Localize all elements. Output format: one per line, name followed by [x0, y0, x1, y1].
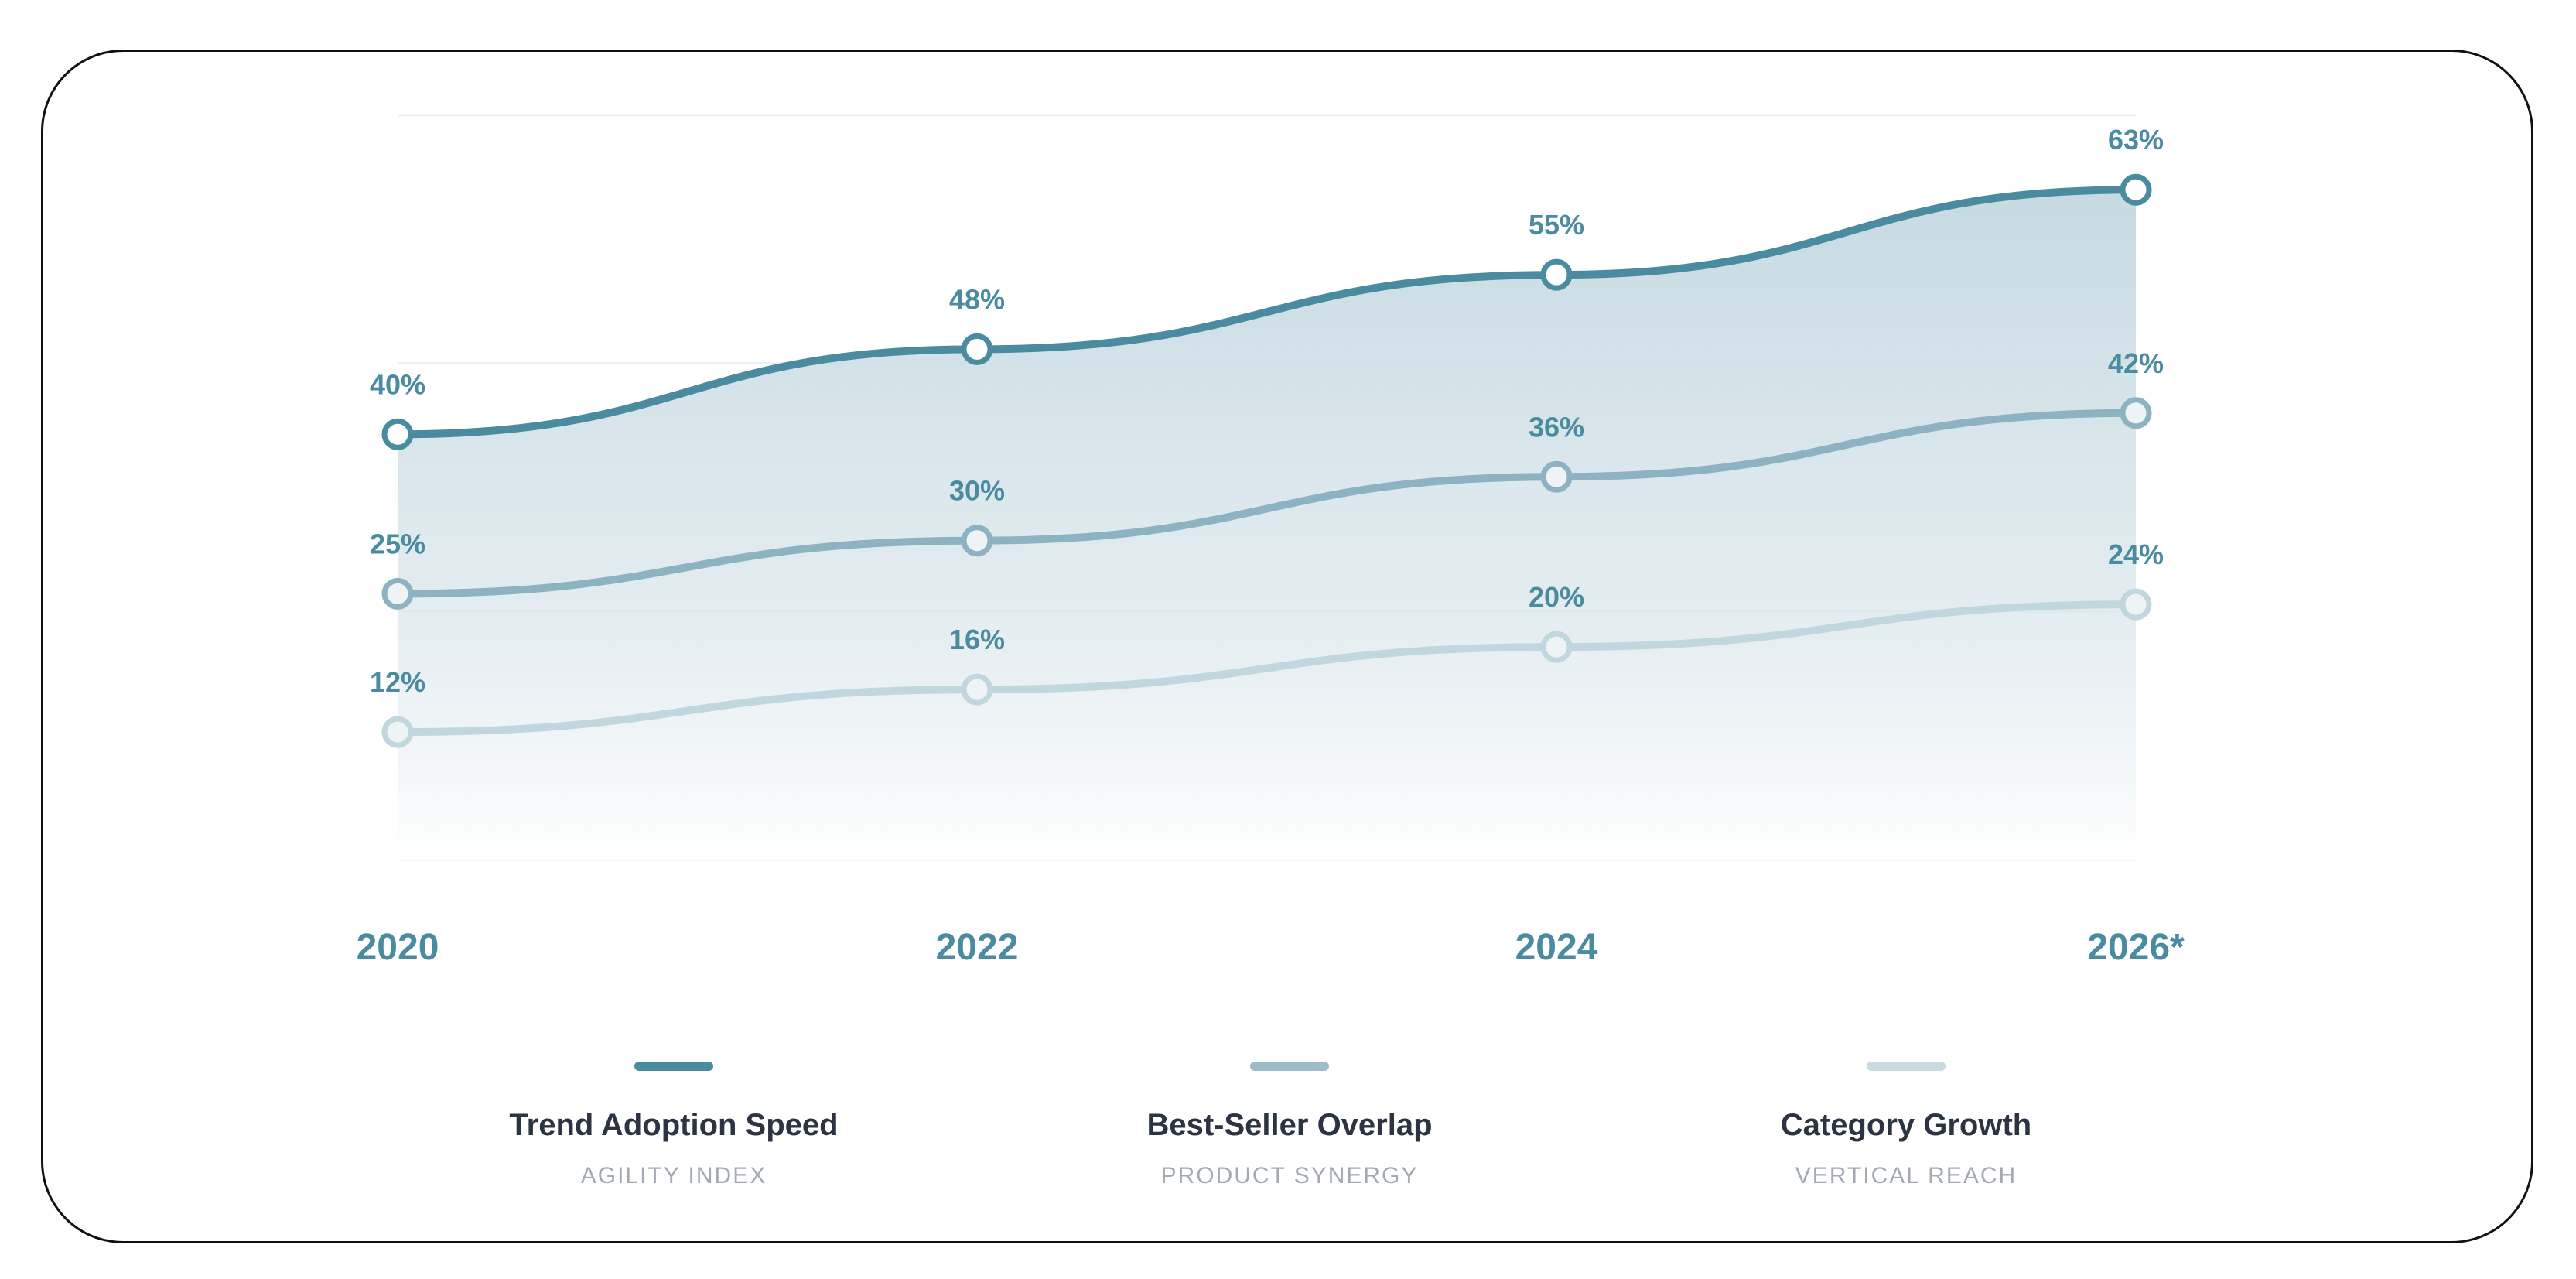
data-point — [2120, 397, 2152, 429]
legend-sublabel: AGILITY INDEX — [580, 1163, 767, 1188]
data-label: 36% — [1529, 411, 1584, 443]
data-label: 25% — [370, 528, 425, 559]
data-point — [381, 418, 414, 450]
x-tick-label: 2026* — [2087, 927, 2185, 968]
legend-label: Trend Adoption Speed — [509, 1108, 839, 1142]
data-point — [2120, 588, 2152, 621]
data-point — [2120, 173, 2152, 206]
data-point — [381, 577, 414, 610]
legend-label: Category Growth — [1780, 1108, 2032, 1142]
series-line — [394, 409, 2140, 598]
data-label: 42% — [2108, 347, 2164, 379]
x-tick-label: 2020 — [357, 927, 439, 968]
data-point — [961, 525, 993, 557]
legend-swatch — [1867, 1062, 1946, 1071]
data-label: 20% — [1529, 581, 1584, 613]
x-tick-label: 2022 — [936, 927, 1019, 968]
legend-sublabel: VERTICAL REACH — [1795, 1163, 2017, 1188]
data-label: 55% — [1529, 209, 1584, 241]
legend-item-best-seller-overlap: Best-Seller Overlap PRODUCT SYNERGY — [1057, 1062, 1522, 1189]
data-label: 63% — [2108, 124, 2164, 156]
series-line — [394, 600, 2140, 737]
series-line — [394, 186, 2140, 439]
data-point — [1540, 258, 1573, 291]
legend-sublabel: PRODUCT SYNERGY — [1160, 1163, 1419, 1188]
data-label: 48% — [949, 283, 1005, 315]
data-label: 24% — [2108, 539, 2164, 570]
data-label: 16% — [949, 624, 1005, 655]
legend-item-trend-adoption-speed: Trend Adoption Speed AGILITY INDEX — [442, 1062, 906, 1189]
area-fill — [398, 190, 2136, 860]
data-label: 40% — [370, 368, 425, 400]
x-tick-label: 2024 — [1515, 927, 1598, 968]
data-label: 12% — [370, 666, 425, 698]
legend-item-category-growth: Category Growth VERTICAL REACH — [1674, 1062, 2138, 1189]
data-point — [961, 673, 993, 706]
data-point — [1540, 631, 1573, 663]
data-point — [961, 333, 993, 365]
legend-swatch — [634, 1062, 713, 1071]
legend-swatch — [1250, 1062, 1329, 1071]
data-point — [1540, 460, 1573, 493]
data-point — [381, 716, 414, 748]
legend-label: Best-Seller Overlap — [1146, 1108, 1433, 1142]
data-label: 30% — [949, 475, 1005, 507]
